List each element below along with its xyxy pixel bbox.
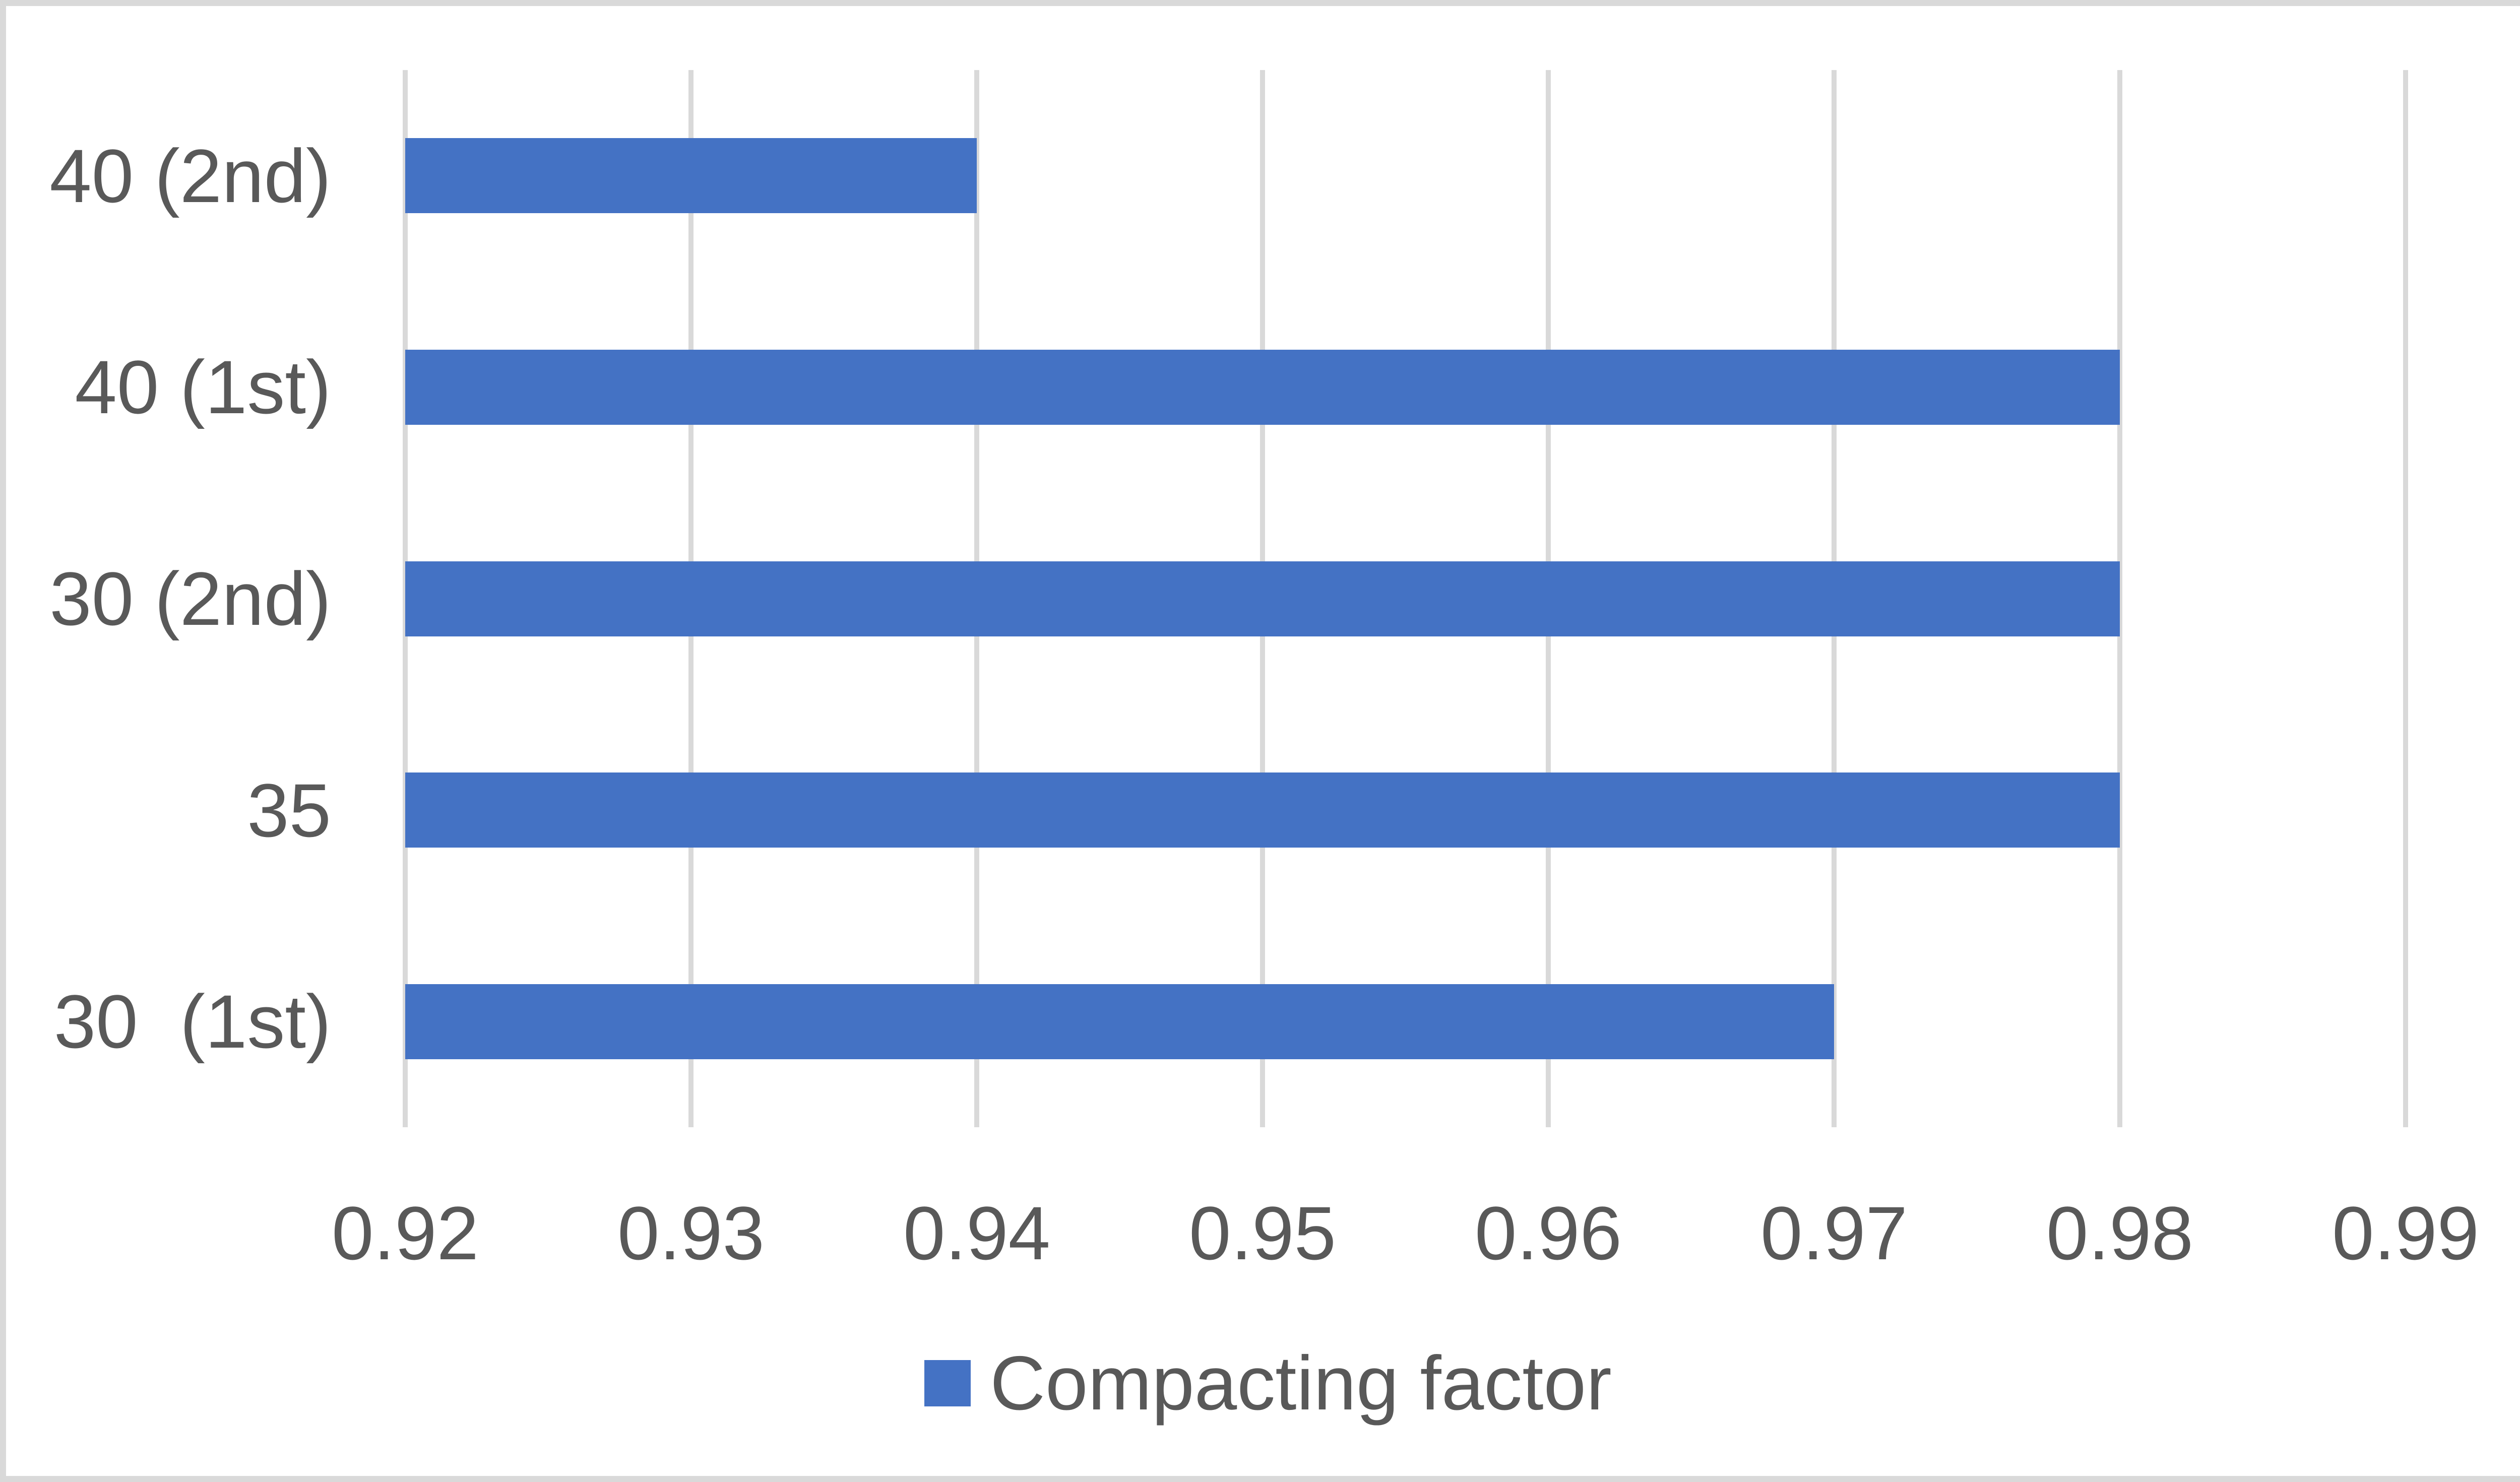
category-label: 30 (1st): [53, 979, 331, 1064]
bar-35: [405, 772, 2120, 848]
bar-40-1st: [405, 350, 2120, 425]
bar-30-2nd: [405, 561, 2120, 636]
legend-swatch: [924, 1360, 971, 1406]
category-label: 40 (2nd): [49, 134, 331, 218]
legend-label: Compacting factor: [990, 1340, 1612, 1426]
x-tick-label: 0.99: [2332, 1191, 2479, 1275]
x-tick-label: 0.92: [332, 1191, 479, 1275]
x-tick-label: 0.94: [903, 1191, 1050, 1275]
legend: Compacting factor: [6, 1340, 2520, 1426]
gridline-0.99: [2403, 70, 2408, 1127]
x-tick-label: 0.93: [617, 1191, 765, 1275]
category-label: 40 (1st): [75, 345, 331, 429]
x-tick-label: 0.97: [1760, 1191, 1908, 1275]
gridline-0.98: [2117, 70, 2122, 1127]
x-tick-label: 0.96: [1475, 1191, 1622, 1275]
bar-30-1st: [405, 984, 1834, 1059]
x-tick-label: 0.95: [1189, 1191, 1336, 1275]
category-label: 30 (2nd): [49, 556, 331, 641]
plot-area: [403, 70, 2408, 1127]
bar-40-2nd: [405, 138, 977, 213]
x-tick-label: 0.98: [2046, 1191, 2193, 1275]
category-label: 35: [247, 768, 331, 853]
